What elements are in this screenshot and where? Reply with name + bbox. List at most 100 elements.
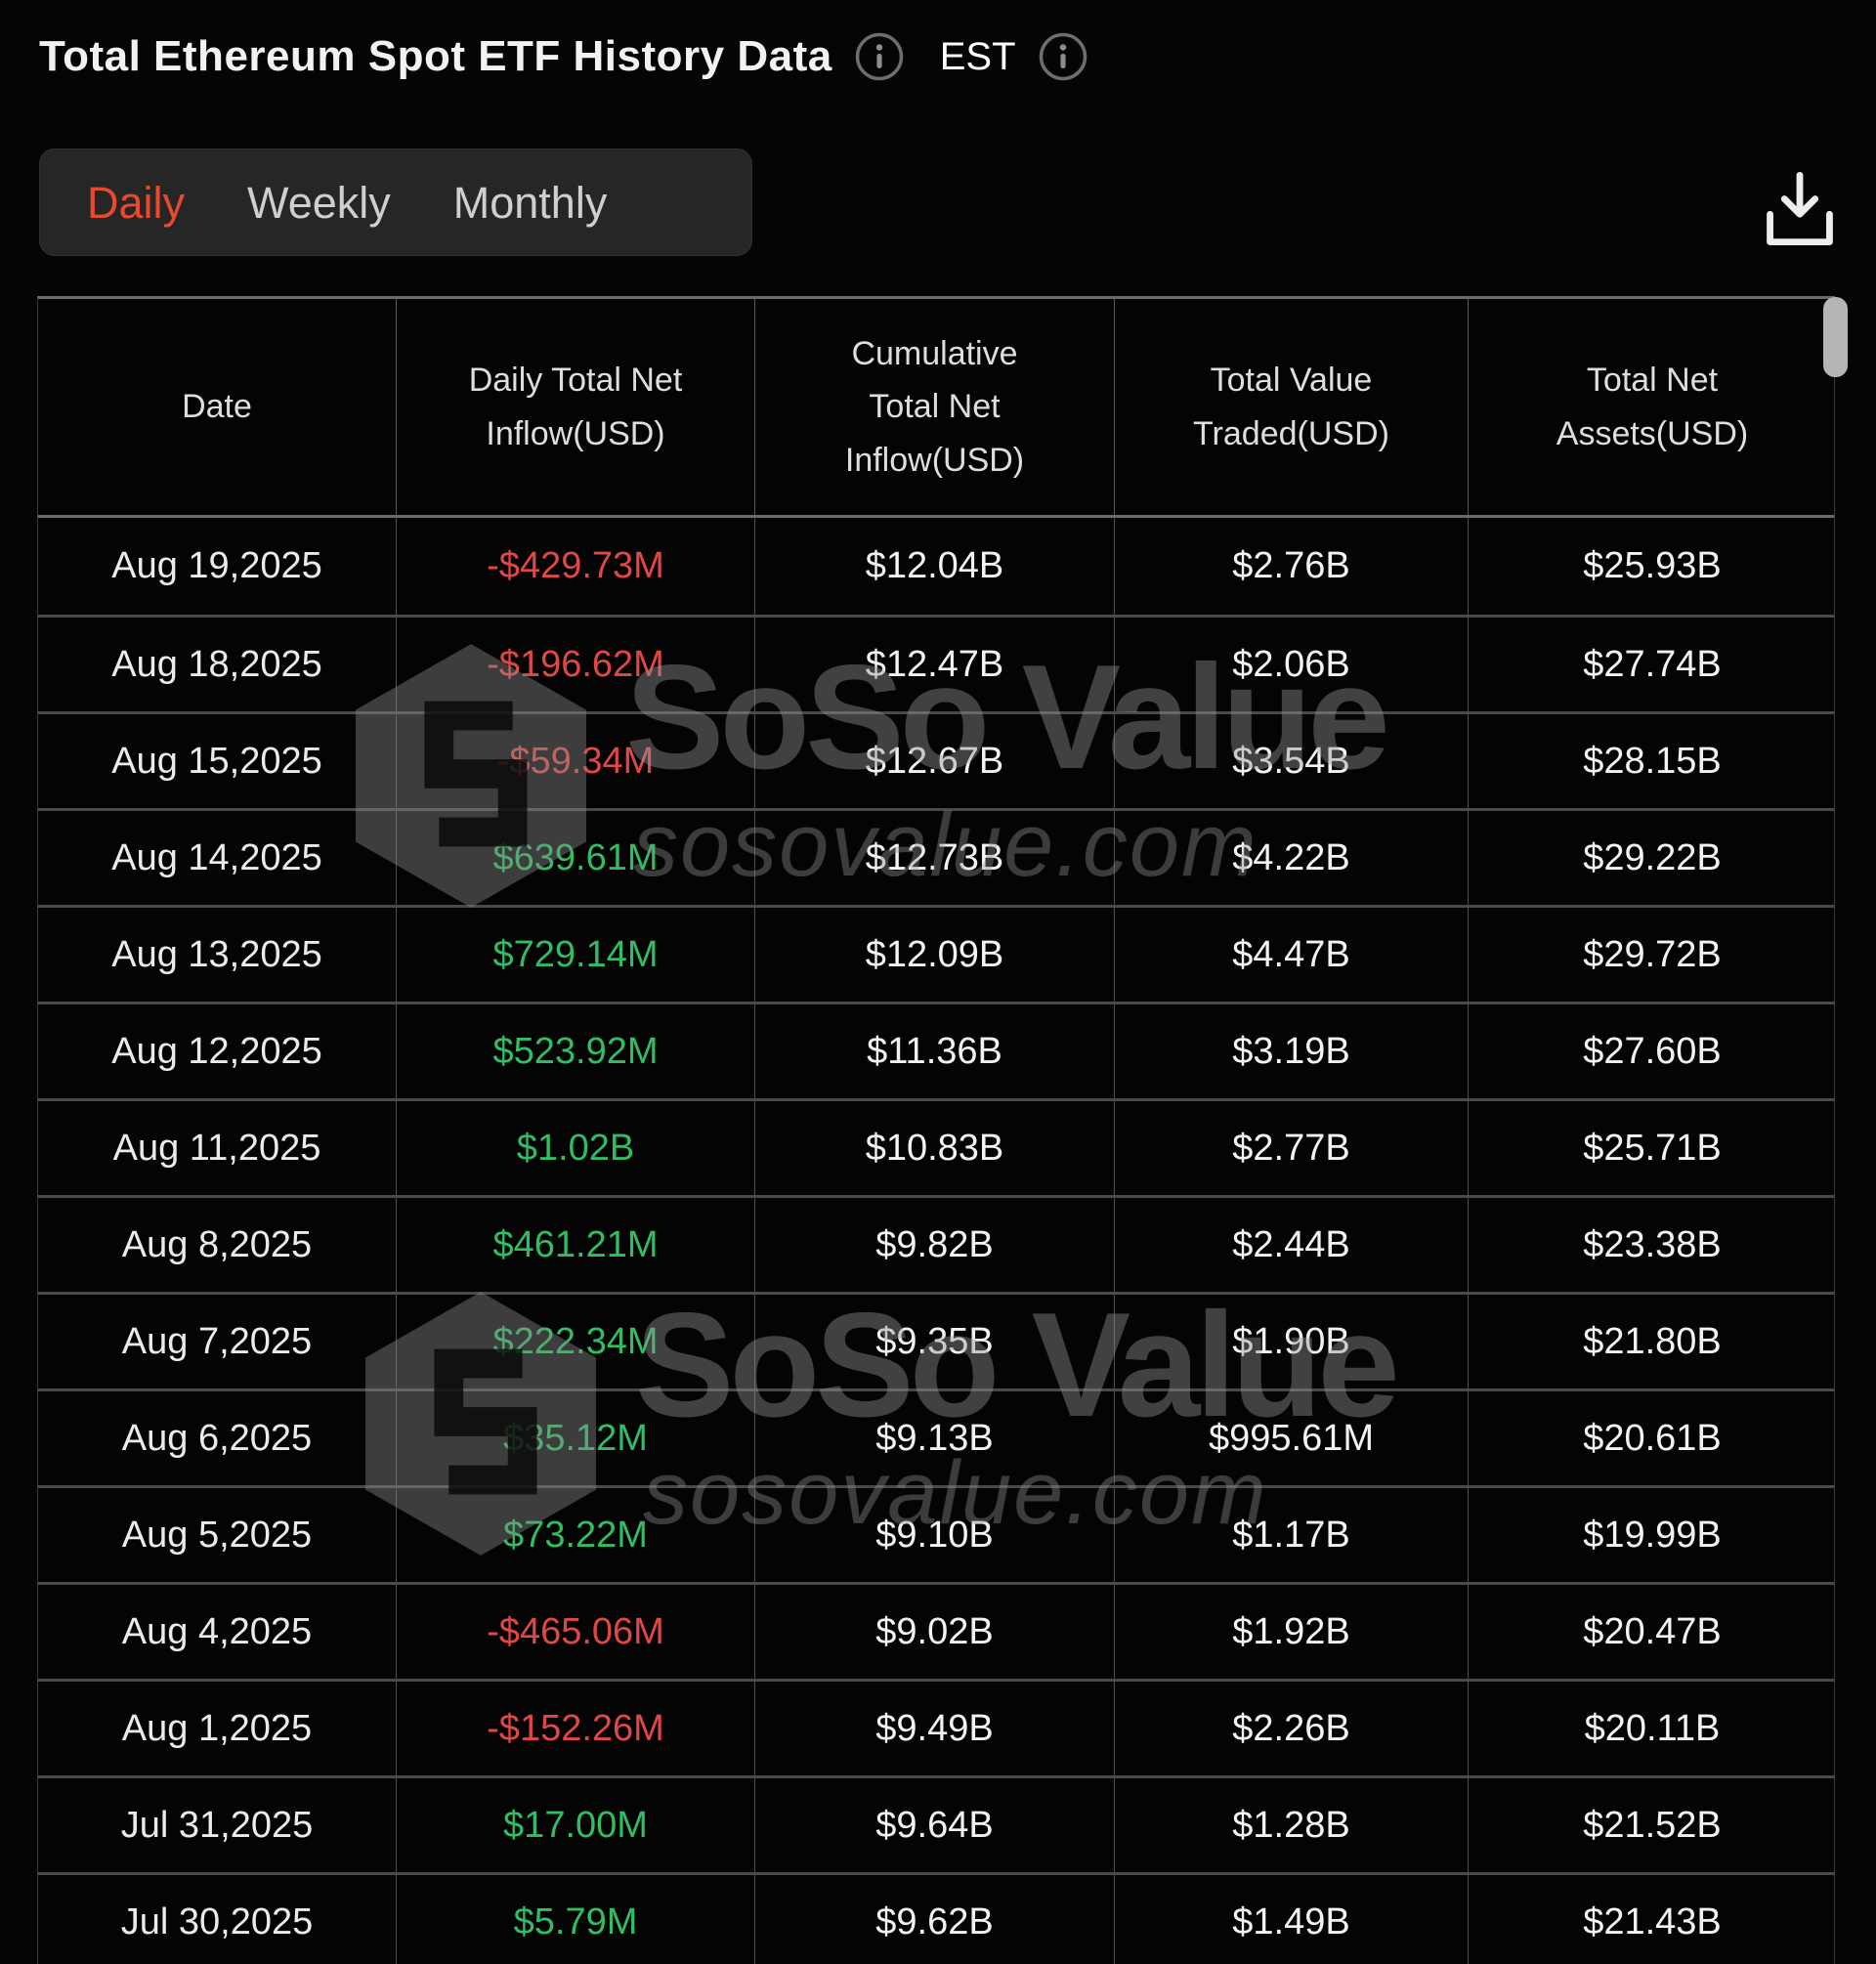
title-row: Total Ethereum Spot ETF History Data EST <box>39 31 1088 82</box>
table-header-row: Date Daily Total Net Inflow(USD) Cumulat… <box>38 299 1834 518</box>
cell-date: Aug 14,2025 <box>111 836 322 878</box>
cell-net-assets: $25.71B <box>1468 1101 1834 1195</box>
cell-date: Aug 5,2025 <box>121 1514 313 1556</box>
cell-date: Aug 1,2025 <box>121 1707 313 1749</box>
table-row: Aug 15,2025 -$59.34M $12.67B $3.54B $28.15B <box>38 711 1834 808</box>
table-row: Aug 1,2025 -$152.26M $9.49B $2.26B $20.11B <box>38 1679 1834 1775</box>
cell-value-traded: $2.77B <box>1114 1101 1468 1195</box>
cell-daily-inflow: -$152.26M <box>396 1682 754 1775</box>
cell-cumulative-inflow: $9.35B <box>754 1295 1114 1388</box>
table-row: Jul 30,2025 $5.79M $9.62B $1.49B $21.43B <box>38 1872 1834 1964</box>
cell-cumulative-inflow: $9.62B <box>754 1875 1114 1964</box>
cell-daily-inflow: -$429.73M <box>396 518 754 615</box>
cell-daily-inflow: -$465.06M <box>396 1585 754 1679</box>
title-info-icon[interactable] <box>854 31 905 82</box>
cell-net-assets: $21.80B <box>1468 1295 1834 1388</box>
cell-date: Aug 6,2025 <box>121 1417 313 1459</box>
cell-cumulative-inflow: $12.47B <box>754 618 1114 711</box>
table-row: Aug 18,2025 -$196.62M $12.47B $2.06B $27.74B <box>38 615 1834 711</box>
timezone-info-icon[interactable] <box>1038 31 1088 82</box>
cell-date: Aug 15,2025 <box>111 740 322 782</box>
cell-cumulative-inflow: $12.73B <box>754 811 1114 905</box>
timezone-label: EST <box>939 34 1016 78</box>
etf-history-table: Date Daily Total Net Inflow(USD) Cumulat… <box>37 296 1835 1964</box>
cell-value-traded: $1.28B <box>1114 1778 1468 1872</box>
cell-value-traded: $1.49B <box>1114 1875 1468 1964</box>
cell-net-assets: $19.99B <box>1468 1488 1834 1582</box>
cell-date: Aug 4,2025 <box>121 1610 313 1652</box>
cell-net-assets: $20.61B <box>1468 1391 1834 1485</box>
cell-net-assets: $27.74B <box>1468 618 1834 711</box>
cell-value-traded: $995.61M <box>1114 1391 1468 1485</box>
cell-value-traded: $3.19B <box>1114 1004 1468 1098</box>
cell-net-assets: $27.60B <box>1468 1004 1834 1098</box>
cell-date: Aug 7,2025 <box>121 1320 313 1362</box>
column-header-daily-inflow: Daily Total Net Inflow(USD) <box>396 299 754 515</box>
vertical-scrollbar-thumb[interactable] <box>1823 297 1848 377</box>
info-circle-icon <box>1039 32 1087 81</box>
table-body: Aug 19,2025 -$429.73M $12.04B $2.76B $25.93B… <box>38 518 1834 1964</box>
cell-daily-inflow: -$196.62M <box>396 618 754 711</box>
cell-date: Aug 19,2025 <box>111 545 322 586</box>
cell-daily-inflow: $17.00M <box>396 1778 754 1872</box>
table-row: Aug 14,2025 $639.61M $12.73B $4.22B $29.22B <box>38 808 1834 905</box>
column-header-net-assets: Total Net Assets(USD) <box>1468 299 1834 515</box>
cell-cumulative-inflow: $9.49B <box>754 1682 1114 1775</box>
tab-daily[interactable]: Daily <box>56 181 216 225</box>
period-tabbar: Daily Weekly Monthly <box>39 149 752 256</box>
table-row: Aug 6,2025 $35.12M $9.13B $995.61M $20.61B <box>38 1388 1834 1485</box>
tab-weekly[interactable]: Weekly <box>216 181 422 225</box>
cell-cumulative-inflow: $9.82B <box>754 1198 1114 1292</box>
cell-value-traded: $1.17B <box>1114 1488 1468 1582</box>
cell-date: Jul 31,2025 <box>120 1804 314 1846</box>
cell-cumulative-inflow: $9.13B <box>754 1391 1114 1485</box>
cell-date: Aug 13,2025 <box>111 933 322 975</box>
cell-cumulative-inflow: $9.02B <box>754 1585 1114 1679</box>
cell-daily-inflow: $1.02B <box>396 1101 754 1195</box>
cell-net-assets: $20.47B <box>1468 1585 1834 1679</box>
table-row: Aug 12,2025 $523.92M $11.36B $3.19B $27.60B <box>38 1002 1834 1098</box>
cell-daily-inflow: $461.21M <box>396 1198 754 1292</box>
table-row: Aug 13,2025 $729.14M $12.09B $4.47B $29.72B <box>38 905 1834 1002</box>
cell-cumulative-inflow: $12.67B <box>754 714 1114 808</box>
tab-monthly[interactable]: Monthly <box>422 181 639 225</box>
cell-date: Aug 8,2025 <box>121 1223 313 1265</box>
cell-net-assets: $25.93B <box>1468 518 1834 615</box>
cell-net-assets: $20.11B <box>1468 1682 1834 1775</box>
cell-daily-inflow: $5.79M <box>396 1875 754 1964</box>
cell-date: Jul 30,2025 <box>120 1900 314 1943</box>
cell-daily-inflow: -$59.34M <box>396 714 754 808</box>
table-row: Aug 11,2025 $1.02B $10.83B $2.77B $25.71B <box>38 1098 1834 1195</box>
cell-value-traded: $1.92B <box>1114 1585 1468 1679</box>
cell-value-traded: $2.26B <box>1114 1682 1468 1775</box>
cell-net-assets: $28.15B <box>1468 714 1834 808</box>
table-row: Jul 31,2025 $17.00M $9.64B $1.28B $21.52B <box>38 1775 1834 1872</box>
cell-value-traded: $4.47B <box>1114 908 1468 1002</box>
column-header-date: Date <box>182 388 252 426</box>
cell-daily-inflow: $729.14M <box>396 908 754 1002</box>
cell-date: Aug 18,2025 <box>111 643 322 685</box>
cell-net-assets: $29.22B <box>1468 811 1834 905</box>
download-button[interactable] <box>1753 162 1847 256</box>
table-row: Aug 7,2025 $222.34M $9.35B $1.90B $21.80B <box>38 1292 1834 1388</box>
column-header-value-traded: Total Value Traded(USD) <box>1114 299 1468 515</box>
cell-cumulative-inflow: $10.83B <box>754 1101 1114 1195</box>
table-row: Aug 5,2025 $73.22M $9.10B $1.17B $19.99B <box>38 1485 1834 1582</box>
info-circle-icon <box>855 32 903 81</box>
cell-net-assets: $21.43B <box>1468 1875 1834 1964</box>
cell-value-traded: $2.06B <box>1114 618 1468 711</box>
download-icon <box>1767 171 1833 246</box>
cell-daily-inflow: $523.92M <box>396 1004 754 1098</box>
cell-cumulative-inflow: $12.09B <box>754 908 1114 1002</box>
table-row: Aug 19,2025 -$429.73M $12.04B $2.76B $25.93B <box>38 518 1834 615</box>
cell-net-assets: $21.52B <box>1468 1778 1834 1872</box>
cell-cumulative-inflow: $9.10B <box>754 1488 1114 1582</box>
cell-cumulative-inflow: $9.64B <box>754 1778 1114 1872</box>
table-row: Aug 4,2025 -$465.06M $9.02B $1.92B $20.47B <box>38 1582 1834 1679</box>
page-title: Total Ethereum Spot ETF History Data <box>39 32 832 80</box>
cell-cumulative-inflow: $12.04B <box>754 518 1114 615</box>
cell-value-traded: $2.76B <box>1114 518 1468 615</box>
table-row: Aug 8,2025 $461.21M $9.82B $2.44B $23.38B <box>38 1195 1834 1292</box>
cell-daily-inflow: $639.61M <box>396 811 754 905</box>
